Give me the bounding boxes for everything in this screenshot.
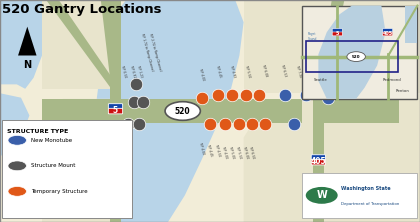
Text: 405: 405 bbox=[383, 31, 393, 36]
Polygon shape bbox=[0, 93, 29, 155]
FancyBboxPatch shape bbox=[383, 29, 393, 32]
FancyBboxPatch shape bbox=[2, 120, 132, 218]
Text: MP 4.45: MP 4.45 bbox=[215, 65, 222, 78]
Polygon shape bbox=[0, 0, 50, 89]
Circle shape bbox=[8, 135, 26, 145]
Text: New Monotube: New Monotube bbox=[31, 138, 72, 143]
Polygon shape bbox=[101, 0, 120, 89]
Text: STRUCTURE TYPE: STRUCTURE TYPE bbox=[7, 129, 68, 134]
Circle shape bbox=[347, 52, 365, 61]
Text: 520: 520 bbox=[352, 55, 360, 59]
Text: MP 7.80: MP 7.80 bbox=[325, 65, 332, 78]
FancyBboxPatch shape bbox=[332, 32, 342, 36]
Text: Department of Transportation: Department of Transportation bbox=[341, 202, 400, 206]
Polygon shape bbox=[42, 99, 302, 123]
Text: MP 0.50: MP 0.50 bbox=[121, 65, 127, 78]
Text: Renton: Renton bbox=[395, 89, 409, 93]
Text: MP 4.93: MP 4.93 bbox=[229, 65, 236, 78]
Polygon shape bbox=[46, 0, 120, 89]
Polygon shape bbox=[314, 0, 344, 99]
FancyBboxPatch shape bbox=[108, 104, 123, 109]
Text: MP 0.91: MP 0.91 bbox=[129, 65, 136, 78]
Polygon shape bbox=[244, 99, 420, 222]
Text: MP 5.00: MP 5.00 bbox=[228, 147, 235, 159]
Polygon shape bbox=[42, 99, 113, 222]
Text: MP 4.00: MP 4.00 bbox=[198, 142, 205, 155]
Polygon shape bbox=[318, 6, 386, 99]
Circle shape bbox=[306, 187, 338, 204]
Text: MP 5.50: MP 5.50 bbox=[244, 65, 251, 78]
FancyBboxPatch shape bbox=[311, 159, 326, 165]
Text: W: W bbox=[316, 190, 327, 200]
FancyBboxPatch shape bbox=[108, 108, 123, 114]
Text: 520 Gantry Locations: 520 Gantry Locations bbox=[2, 3, 162, 16]
Polygon shape bbox=[313, 99, 324, 222]
Text: MP 4.45: MP 4.45 bbox=[207, 144, 213, 157]
Polygon shape bbox=[42, 0, 113, 89]
Circle shape bbox=[165, 102, 200, 120]
Text: MP 2.74 to Ramp Channel: MP 2.74 to Ramp Channel bbox=[147, 33, 162, 71]
Circle shape bbox=[8, 186, 26, 196]
Text: MP 6.08: MP 6.08 bbox=[261, 65, 268, 77]
Text: MP 6.53: MP 6.53 bbox=[280, 64, 287, 77]
Text: MP 6.50: MP 6.50 bbox=[249, 147, 255, 159]
Text: MP 4.50: MP 4.50 bbox=[214, 144, 221, 157]
Text: Structure Mount: Structure Mount bbox=[31, 163, 75, 168]
Polygon shape bbox=[110, 0, 121, 222]
Text: 5: 5 bbox=[113, 106, 118, 115]
Text: MP 4.00: MP 4.00 bbox=[221, 147, 228, 159]
Text: Temporary Structure: Temporary Structure bbox=[31, 189, 87, 194]
Text: MP 7.30: MP 7.30 bbox=[295, 65, 302, 78]
Polygon shape bbox=[18, 27, 37, 56]
Text: MP 6.00: MP 6.00 bbox=[242, 147, 249, 159]
Polygon shape bbox=[323, 99, 399, 123]
Text: 5: 5 bbox=[336, 31, 339, 36]
Text: 520: 520 bbox=[175, 107, 191, 115]
Text: Seattle: Seattle bbox=[314, 78, 327, 82]
Polygon shape bbox=[244, 0, 420, 93]
FancyBboxPatch shape bbox=[332, 29, 342, 32]
Circle shape bbox=[8, 161, 26, 171]
FancyBboxPatch shape bbox=[302, 173, 417, 218]
FancyBboxPatch shape bbox=[311, 155, 326, 160]
Text: MP 1.23: MP 1.23 bbox=[136, 65, 143, 78]
Text: Redmond: Redmond bbox=[383, 78, 401, 82]
FancyBboxPatch shape bbox=[302, 6, 417, 99]
Text: 405: 405 bbox=[310, 157, 326, 166]
Text: Washington State: Washington State bbox=[341, 186, 391, 191]
Text: MP 5.50: MP 5.50 bbox=[235, 147, 242, 159]
FancyBboxPatch shape bbox=[383, 32, 393, 36]
Polygon shape bbox=[97, 0, 244, 222]
Text: N: N bbox=[23, 60, 32, 70]
Text: Puget
Sound: Puget Sound bbox=[307, 32, 317, 41]
Text: MP 1.74 to Ramp Channel: MP 1.74 to Ramp Channel bbox=[140, 33, 154, 71]
Text: MP 4.00: MP 4.00 bbox=[198, 68, 205, 81]
Polygon shape bbox=[405, 6, 417, 43]
